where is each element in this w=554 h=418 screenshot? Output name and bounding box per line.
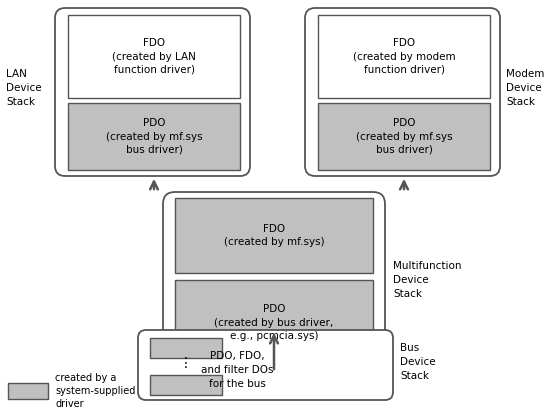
- Bar: [175, 198, 373, 273]
- Bar: [68, 103, 240, 170]
- Text: PDO
(created by mf.sys
bus driver): PDO (created by mf.sys bus driver): [356, 118, 452, 155]
- Bar: [150, 375, 222, 395]
- Text: FDO
(created by LAN
function driver): FDO (created by LAN function driver): [112, 38, 196, 75]
- Bar: [8, 383, 48, 399]
- Text: ⋮: ⋮: [179, 356, 193, 370]
- Text: Bus
Device
Stack: Bus Device Stack: [400, 343, 435, 381]
- Text: Multifunction
Device
Stack: Multifunction Device Stack: [393, 261, 461, 299]
- Text: PDO
(created by mf.sys
bus driver): PDO (created by mf.sys bus driver): [106, 118, 202, 155]
- Bar: [318, 15, 490, 98]
- Bar: [318, 103, 490, 170]
- Bar: [150, 338, 222, 358]
- Bar: [68, 15, 240, 98]
- Text: LAN
Device
Stack: LAN Device Stack: [6, 69, 42, 107]
- Text: PDO
(created by bus driver,
e.g., pcmcia.sys): PDO (created by bus driver, e.g., pcmcia…: [214, 304, 334, 341]
- Text: FDO
(created by mf.sys): FDO (created by mf.sys): [224, 224, 324, 247]
- Text: FDO
(created by modem
function driver): FDO (created by modem function driver): [353, 38, 455, 75]
- Text: PDO, FDO,
and filter DOs
for the bus: PDO, FDO, and filter DOs for the bus: [201, 351, 273, 389]
- FancyBboxPatch shape: [55, 8, 250, 176]
- Text: Modem
Device
Stack: Modem Device Stack: [506, 69, 545, 107]
- Bar: [175, 280, 373, 365]
- FancyBboxPatch shape: [305, 8, 500, 176]
- Text: created by a
system-supplied
driver: created by a system-supplied driver: [55, 373, 135, 409]
- FancyBboxPatch shape: [138, 330, 393, 400]
- FancyBboxPatch shape: [163, 192, 385, 372]
